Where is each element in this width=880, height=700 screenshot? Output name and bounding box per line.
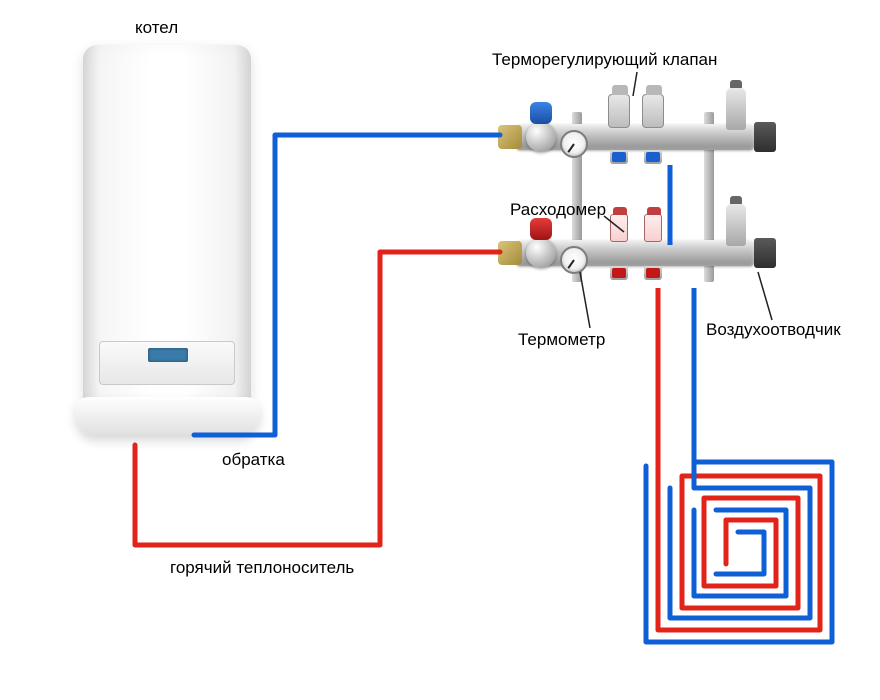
valve-handle-red [530,218,552,240]
end-cap [754,122,776,152]
thermo-regulating-valve-icon [642,94,664,128]
label-hot-carrier: горячий теплоноситель [170,558,354,578]
label-air-vent: Воздухоотводчик [706,320,841,340]
thermo-regulating-valve-icon [608,94,630,128]
end-cap [754,238,776,268]
manifold-assembly [498,92,788,292]
manifold-port [644,266,662,280]
boiler-screen [148,348,188,362]
ball-valve [526,122,556,152]
flowmeter-icon [644,214,662,242]
flowmeter-icon [610,214,628,242]
label-boiler: котел [135,18,178,38]
manifold-port [644,150,662,164]
ball-valve [526,238,556,268]
pressure-gauge-icon [560,130,588,158]
boiler-tray [75,397,260,435]
label-flowmeter: Расходомер [510,200,606,220]
manifold-port [610,150,628,164]
valve-handle-blue [530,102,552,124]
air-vent-icon [726,88,746,130]
boiler-control-panel [99,341,235,385]
boiler [75,45,260,440]
inlet-fitting [498,125,522,149]
label-thermometer: Термометр [518,330,605,350]
inlet-fitting [498,241,522,265]
air-vent-icon [726,204,746,246]
manifold-port [610,266,628,280]
thermometer-icon [560,246,588,274]
label-thermo-valve: Терморегулирующий клапан [492,50,717,70]
label-return: обратка [222,450,285,470]
